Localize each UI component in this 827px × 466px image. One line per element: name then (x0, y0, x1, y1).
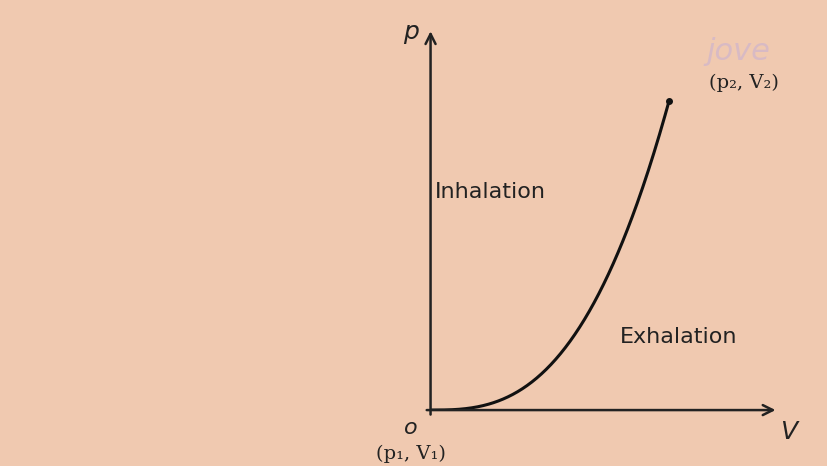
Text: Inhalation: Inhalation (434, 182, 545, 202)
Text: V: V (779, 420, 796, 444)
Text: jove: jove (705, 37, 769, 66)
Text: (p₁, V₁): (p₁, V₁) (375, 445, 445, 463)
Text: (p₂, V₂): (p₂, V₂) (708, 74, 777, 92)
Text: Exhalation: Exhalation (619, 328, 737, 347)
Text: o: o (404, 418, 417, 438)
Text: p: p (402, 20, 418, 44)
